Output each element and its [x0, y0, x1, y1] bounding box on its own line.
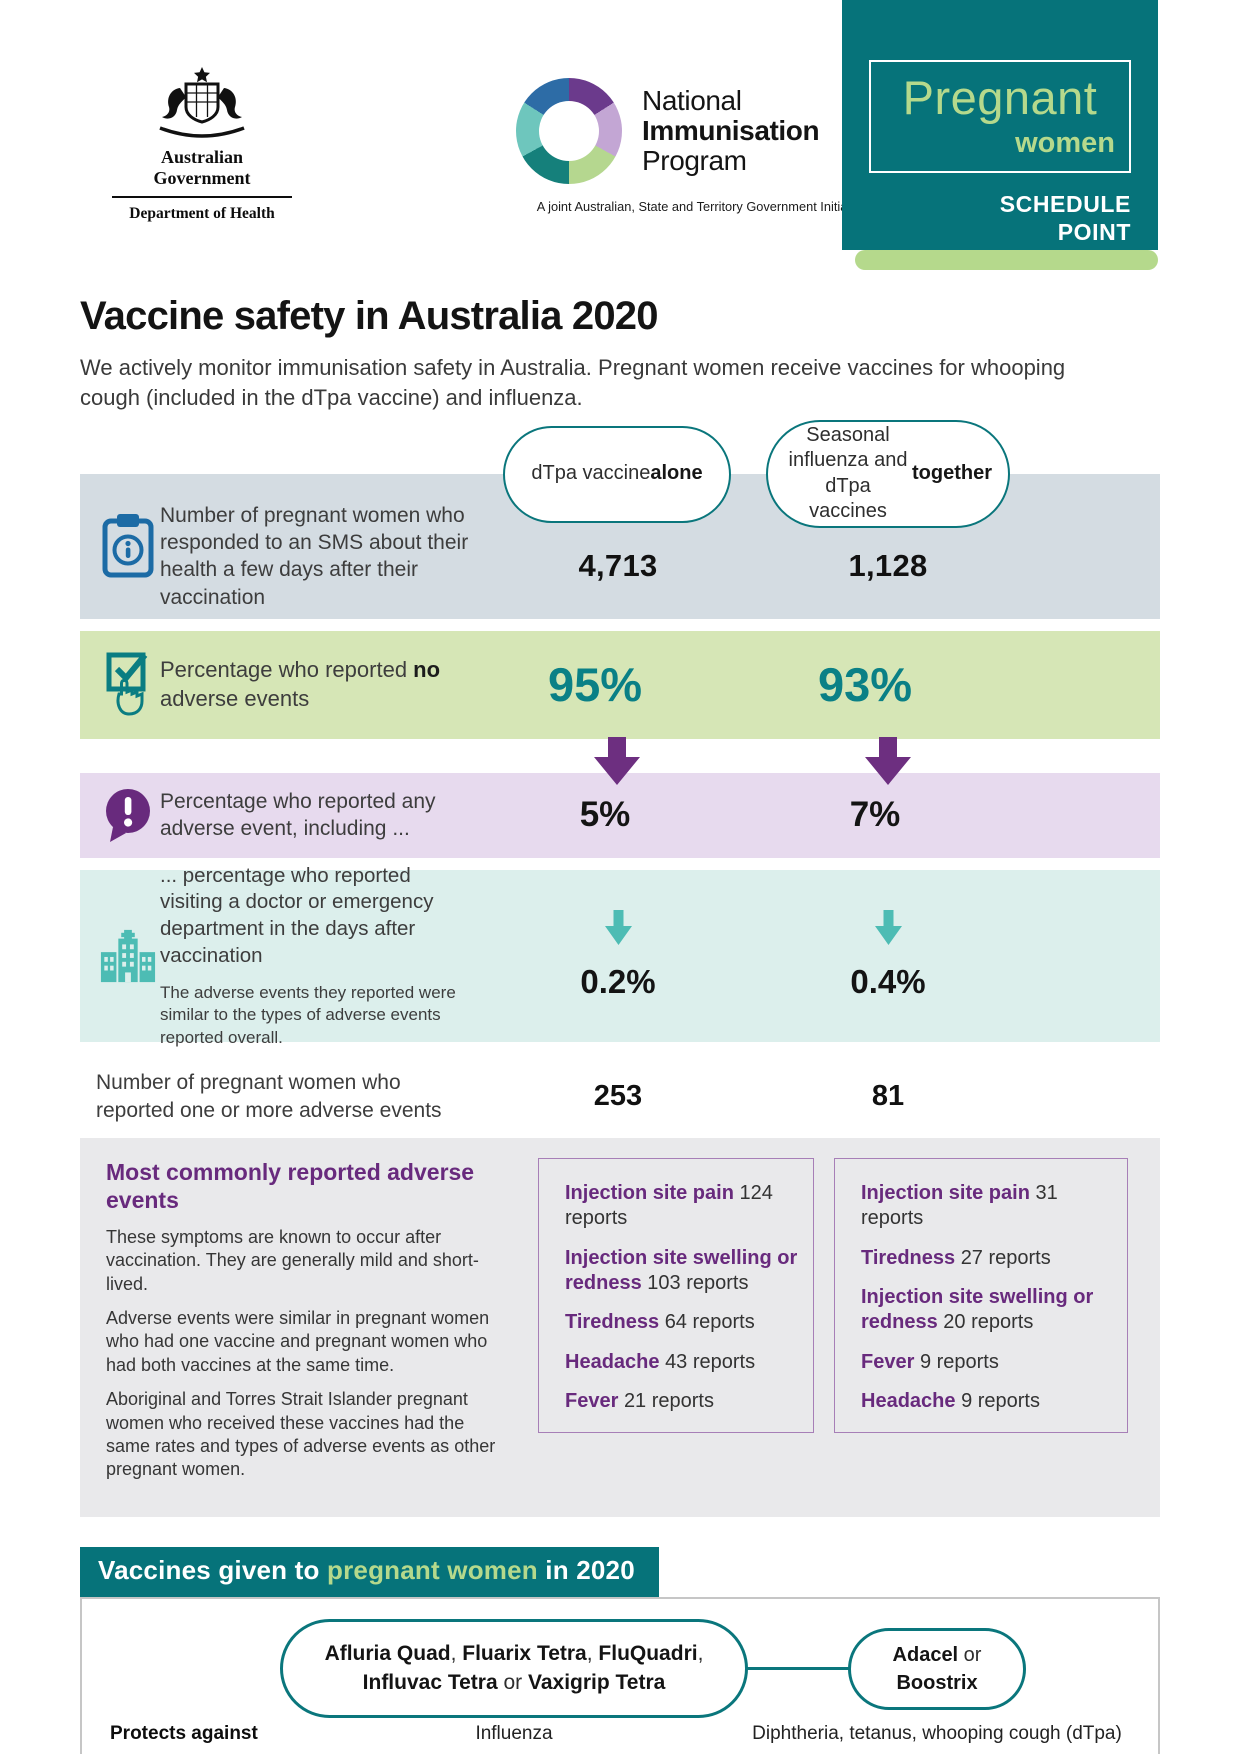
column-header-dtpa-alone: dTpa vaccine alone: [503, 425, 731, 523]
nip-logo: National Immunisation Program A joint Au…: [516, 78, 888, 214]
hospital-icon: [96, 929, 160, 983]
value-together: 93%: [817, 658, 913, 712]
vaccines-box: Afluria Quad, Fluarix Tetra, FluQuadri, …: [80, 1596, 1160, 1754]
small-down-arrow-icon: [874, 910, 902, 950]
row-reported-count: Number of pregnant women who reported on…: [80, 1064, 1160, 1130]
adverse-event-item: Headache 9 reports: [861, 1390, 1040, 1413]
row-label: Percentage who reported any adverse even…: [160, 789, 436, 841]
stats-table: dTpa vaccine alone Seasonal influenza an…: [80, 419, 1160, 1130]
big-down-arrow-icon: [865, 736, 911, 785]
value-dtpa-alone: 95%: [547, 658, 643, 712]
gov-dept-name: Department of Health: [129, 205, 275, 222]
alert-icon: [96, 786, 160, 844]
adverse-event-item: Injection site swelling or redness 103 r…: [565, 1246, 798, 1294]
vaccines-heading-bar: Vaccines given to pregnant women in 2020: [80, 1546, 659, 1597]
row-no-adverse-events: Percentage who reported no adverse event…: [80, 630, 1160, 739]
value-dtpa-alone: 5%: [579, 795, 631, 835]
row-label: ... percentage who reported visiting a d…: [160, 863, 483, 1049]
coat-of-arms-icon: [138, 67, 266, 144]
panel-paragraph: These symptoms are known to occur after …: [106, 1226, 479, 1294]
schedule-point-label: SCHEDULE POINT: [999, 191, 1131, 246]
adverse-event-item: Fever 21 reports: [565, 1390, 714, 1413]
vaccines-heading-bar-wrap: Vaccines given to pregnant women in 2020: [80, 1546, 1240, 1597]
adverse-event-item: Injection site pain 124 reports: [565, 1181, 773, 1230]
clipboard-info-icon: [96, 474, 160, 578]
pill-connector: [742, 1666, 854, 1670]
adverse-event-item: Headache 43 reports: [565, 1350, 756, 1373]
nip-ring-icon: [516, 78, 622, 184]
big-down-arrow-icon: [594, 736, 640, 785]
badge-background: [842, 0, 1158, 250]
adverse-box-dtpa-alone: Injection site pain 124 reports Injectio…: [538, 1157, 814, 1434]
arrow-band: [80, 736, 1160, 785]
adverse-event-item: Tiredness 64 reports: [565, 1311, 755, 1334]
value-dtpa-alone: 4,713: [578, 547, 658, 583]
adverse-panel-text: Most commonly reported adverse events Th…: [106, 1158, 538, 1493]
panel-paragraph: Aboriginal and Torres Strait Islander pr…: [106, 1389, 496, 1480]
panel-paragraph: Adverse events were similar in pregnant …: [106, 1307, 490, 1375]
adverse-box-together: Injection site pain 31 reports Tiredness…: [834, 1157, 1128, 1434]
column-header-together: Seasonal influenza and dTpa vaccines tog…: [766, 419, 1010, 528]
pregnant-badge: Pregnant women SCHEDULE POINT: [842, 0, 1158, 270]
value-dtpa-alone: 253: [593, 1080, 643, 1113]
nip-title: National Immunisation Program: [642, 85, 820, 176]
badge-title: Pregnant: [902, 71, 1098, 124]
row-label: Number of pregnant women who responded t…: [160, 503, 469, 609]
value-together: 0.4%: [753, 910, 1023, 1001]
flu-vaccines-pill: Afluria Quad, Fluarix Tetra, FluQuadri, …: [280, 1618, 748, 1718]
protects-against-label: Protects against: [110, 1722, 258, 1744]
adverse-event-item: Injection site pain 31 reports: [861, 1181, 1058, 1230]
nip-tagline: A joint Australian, State and Territory …: [536, 199, 868, 214]
gov-name: Australian Government: [112, 147, 292, 198]
panel-heading: Most commonly reported adverse events: [106, 1158, 475, 1213]
row-doctor-visit: ... percentage who reported visiting a d…: [80, 864, 1160, 1047]
value-together: 1,128: [848, 547, 928, 583]
badge-subtitle: women: [1015, 127, 1115, 159]
page-title: Vaccine safety in Australia 2020: [80, 294, 659, 338]
value-together: 81: [871, 1080, 905, 1113]
value-together: 7%: [849, 795, 901, 835]
adverse-panel: Most commonly reported adverse events Th…: [80, 1137, 1160, 1517]
adverse-event-item: Fever 9 reports: [861, 1350, 999, 1373]
row-note: The adverse events they reported were si…: [160, 983, 456, 1047]
badge-accent-bar: [855, 250, 1158, 270]
checklist-hand-icon: [96, 650, 160, 720]
row-label: Percentage who reported no adverse event…: [160, 657, 441, 711]
adverse-event-item: Injection site swelling or redness 20 re…: [861, 1285, 1094, 1334]
vaccines-heading-highlight: pregnant women: [327, 1554, 538, 1585]
small-down-arrow-icon: [604, 910, 632, 950]
adverse-event-item: Tiredness 27 reports: [861, 1246, 1051, 1269]
header: Australian Government Department of Heal…: [0, 0, 1240, 270]
gov-logo: Australian Government Department of Heal…: [112, 66, 292, 223]
protects-dtpa: Diphtheria, tetanus, whooping cough (dTp…: [752, 1722, 1122, 1744]
row-any-adverse-event: Percentage who reported any adverse even…: [80, 772, 1160, 858]
intro-text: We actively monitor immunisation safety …: [80, 355, 1066, 411]
badge-frame: Pregnant women: [869, 60, 1131, 173]
row-label: Number of pregnant women who reported on…: [96, 1071, 442, 1122]
value-dtpa-alone: 0.2%: [483, 910, 753, 1001]
protects-influenza: Influenza: [475, 1722, 553, 1744]
protects-against-row: Protects against Influenza Diphtheria, t…: [82, 1723, 1158, 1749]
dtpa-vaccines-pill: Adacel or Boostrix: [848, 1627, 1026, 1710]
